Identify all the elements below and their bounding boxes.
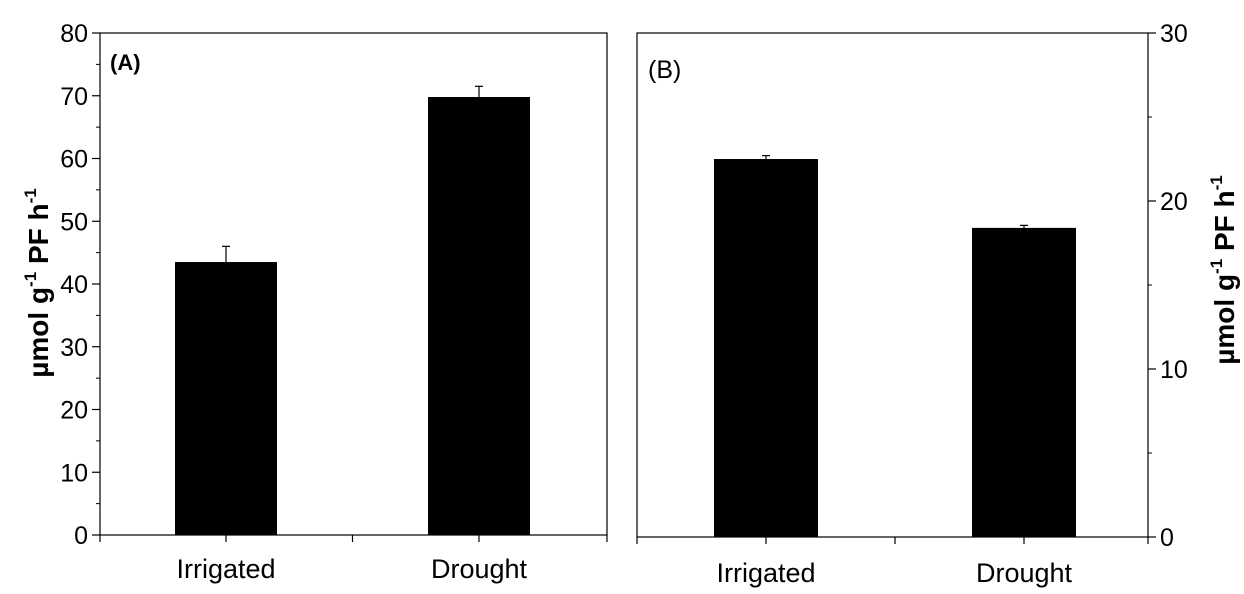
y-axis-title-middle: PF h — [1209, 190, 1240, 258]
y-tick-label: 20 — [60, 397, 88, 425]
x-category-label: Drought — [431, 554, 528, 584]
y-axis-title-prefix: µmol g — [1209, 274, 1240, 365]
bar-irrigated — [714, 159, 818, 537]
y-axis-title-sup2: -1 — [21, 188, 40, 203]
bar-drought — [428, 97, 530, 535]
y-tick-label: 60 — [60, 146, 88, 174]
y-axis-title-prefix: µmol g — [23, 287, 54, 378]
y-tick-label: 0 — [1160, 524, 1174, 552]
bar-irrigated — [175, 262, 277, 535]
y-tick-label: 30 — [60, 334, 88, 362]
y-tick-label: 40 — [60, 271, 88, 299]
panel-label: (B) — [648, 56, 681, 84]
panel-label: (A) — [110, 50, 141, 75]
y-tick-label: 30 — [1160, 20, 1188, 48]
y-tick-label: 10 — [60, 459, 88, 487]
y-axis-title-middle: PF h — [23, 203, 54, 271]
y-axis-title-sup1: -1 — [21, 272, 40, 287]
y-axis-title-sup2: -1 — [1207, 175, 1226, 190]
bar-drought — [972, 227, 1076, 537]
y-tick-label: 50 — [60, 208, 88, 236]
x-category-label: Irrigated — [716, 558, 815, 588]
y-axis-title: µmol g-1 PF h-1 — [21, 188, 54, 378]
x-category-label: Irrigated — [176, 554, 275, 584]
x-category-label: Drought — [976, 558, 1073, 588]
y-axis-title-sup1: -1 — [1207, 259, 1226, 274]
y-tick-label: 10 — [1160, 356, 1188, 384]
y-tick-label: 20 — [1160, 188, 1188, 216]
y-tick-label: 70 — [60, 83, 88, 111]
y-tick-label: 80 — [60, 20, 88, 48]
y-axis-title: µmol g-1 PF h-1 — [1207, 175, 1240, 365]
y-tick-label: 0 — [74, 522, 88, 550]
panel-a: 0 10 20 30 40 50 60 70 80 Irrigated Drought (A) µmol… — [21, 20, 608, 584]
